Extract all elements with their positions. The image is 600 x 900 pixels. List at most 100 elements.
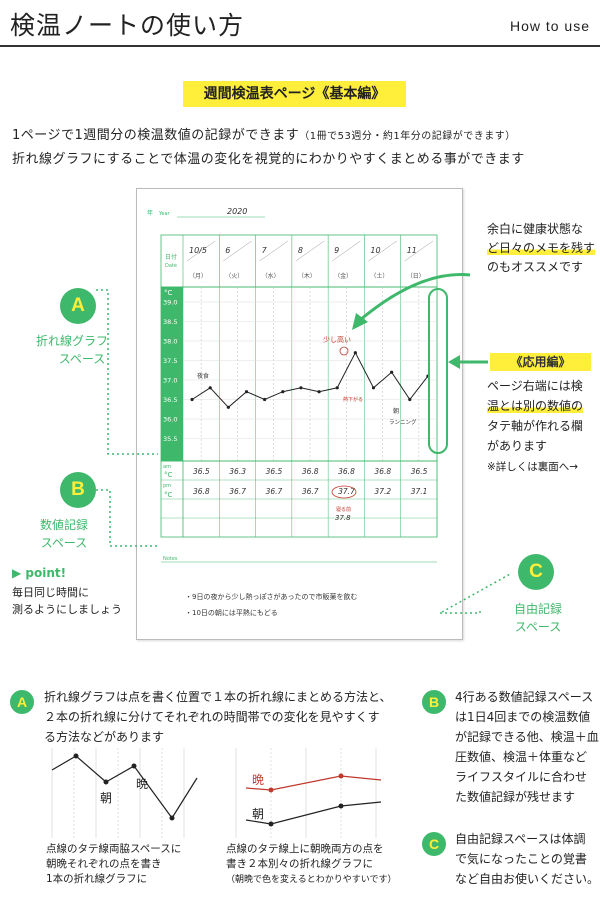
label-c-line-1: 自由記録	[514, 602, 563, 616]
ouyo-callout: ページ右端には検 温とは別の数値の タテ軸が作れる欄 があります	[487, 376, 584, 456]
date-cell: 6	[225, 246, 230, 255]
bottom-b-line-4: 圧数値、検温＋体重など	[455, 750, 588, 764]
value-circle	[331, 485, 357, 499]
weekday-cell: （木）	[298, 272, 316, 280]
bottom-b-line-1: 4行ある数値記録スペース	[455, 690, 594, 704]
ouyo-line-3: タテ軸が作れる欄	[487, 419, 584, 433]
caption-1-line-3: 1本の折れ線グラフに	[46, 873, 148, 885]
memo-line-2-text: ど日々のメモを残す	[487, 241, 596, 255]
ouyo-line-2: 温とは別の数値の	[487, 396, 584, 416]
date-cell: 10/5	[189, 246, 207, 255]
am-celsius: °C	[164, 471, 173, 479]
sheet-note-2: ・10日の朝には平熱にもどる	[185, 608, 278, 617]
pm-label: pm	[163, 483, 171, 489]
weekday-cell: （日）	[407, 273, 425, 280]
date-label: 日付	[165, 253, 177, 261]
note-netsu-sagaru: 熱下がる	[343, 396, 363, 403]
label-c-circle: C	[518, 554, 554, 590]
pm-value: 36.8	[193, 487, 210, 496]
pm-value: 37.2	[374, 487, 391, 496]
am-value: 36.5	[411, 467, 428, 476]
axis-tick-label: 35.5	[163, 435, 177, 443]
memo-line-2: ど日々のメモを残す	[487, 239, 596, 258]
weekday-cell: （金）	[334, 272, 352, 280]
memo-callout: 余白に健康状態な ど日々のメモを残す のもオススメです	[487, 220, 596, 277]
fig2-asa: 朝	[252, 807, 264, 821]
ouyo-tag: 《応用編》	[490, 353, 591, 371]
fig1-asa: 朝	[100, 791, 112, 805]
header-rule	[0, 45, 600, 47]
am-label: am	[163, 464, 171, 470]
am-value: 36.8	[302, 467, 319, 476]
year-label: 年	[147, 209, 153, 217]
notes-label: Notes	[163, 556, 178, 562]
notebook-sheet: 年 Year 2020 日付 Date 10/5 （月） 6 （火） 7 （水） 8 （木） 9…	[136, 188, 463, 640]
am-value: 36.3	[229, 467, 246, 476]
date-cell: 9	[334, 246, 339, 255]
b-connector	[96, 489, 158, 547]
ouyo-line-1: ページ右端には検	[487, 379, 583, 393]
applied-column-highlight	[428, 288, 448, 454]
bottom-c-line-1: 自由記録スペースは体調	[455, 832, 586, 846]
section-tag: 週間検温表ページ《基本編》	[183, 81, 406, 107]
label-c-line-2: スペース	[514, 620, 562, 634]
bottom-c-text: 自由記録スペースは体調 で気になったことの覚書 など自由お使いください。	[455, 829, 600, 889]
label-b-text: 数値記録 スペース	[40, 516, 88, 552]
memo-arrow	[359, 273, 471, 322]
extra-note: 寝る前	[336, 506, 351, 513]
bottom-c-line-2: で気になったことの覚書	[455, 852, 587, 866]
fig2-ban: 晩	[252, 773, 264, 787]
bottom-a-circle: A	[10, 690, 34, 714]
fig1-ban: 晩	[136, 777, 148, 791]
temperature-point	[390, 370, 394, 374]
caption-2-line-1: 点線のタテ線上に朝晩両方の点を	[226, 843, 384, 855]
temperature-point	[335, 386, 339, 390]
bottom-c-line-3: など自由お使いください。	[455, 872, 600, 886]
bottom-b-text: 4行ある数値記録スペース は1日4回までの検温数値 が記録できる他、検温＋血 圧…	[455, 687, 600, 807]
pm-value: 36.7	[266, 487, 283, 496]
intro-line-1-note: （1冊で53週分・約1年分の記録ができます）	[299, 131, 516, 142]
point-title: ▶ point!	[12, 566, 67, 580]
label-b-line-2: スペース	[40, 536, 88, 550]
am-value: 36.8	[338, 467, 355, 476]
bottom-b-line-5: ライフスタイルに合わせ	[455, 770, 588, 784]
date-slash	[259, 240, 289, 262]
extra-value: 37.8	[335, 514, 351, 522]
am-value: 36.5	[193, 467, 210, 476]
page-subtitle: How to use	[509, 18, 590, 34]
pm-value: 36.7	[229, 487, 246, 496]
temperature-point	[371, 386, 376, 390]
note-yashoku: 夜食	[197, 372, 209, 380]
date-slash	[295, 240, 325, 262]
note-sukoshi-takai: 少し高い	[323, 335, 351, 344]
axis-tick-label: 38.5	[163, 318, 177, 326]
bottom-b-line-2: は1日4回までの検温数値	[455, 710, 591, 724]
bottom-b-line-3: が記録できる他、検温＋血	[455, 730, 599, 744]
c-connector	[440, 610, 481, 614]
caption-2-note: （朝晩で色を変えるとわかりやすいです）	[226, 872, 396, 888]
memo-line-1: 余白に健康状態な	[487, 222, 584, 236]
am-value: 36.5	[266, 467, 283, 476]
pm-value: 37.7	[338, 487, 355, 496]
point-text: 毎日同じ時間に 測るようにしましょう	[12, 584, 122, 618]
axis-tick-label: 36.5	[163, 396, 177, 404]
c-connector-2	[441, 572, 513, 613]
axis-tick-label: 37.0	[163, 377, 177, 385]
pm-value: 36.7	[302, 487, 319, 496]
weekday-cell: （水）	[262, 272, 280, 280]
page-title: 検温ノートの使い方	[10, 11, 245, 40]
caption-2-line-2: 書き２本別々の折れ線グラフに	[226, 858, 373, 870]
temperature-point	[281, 390, 285, 394]
bottom-a-line-2: ２本の折れ線に分けてそれぞれの時間帯での変化を見やすくす	[44, 710, 380, 724]
temperature-point	[317, 390, 321, 394]
temperature-point	[244, 390, 249, 394]
bottom-b-line-6: た数値記録が残せます	[455, 790, 576, 804]
axis-tick-label: 39.0	[163, 299, 177, 307]
date-cell: 10	[370, 246, 380, 255]
intro-line-2: 折れ線グラフにすることで体温の変化を視覚的にわかりやすくまとめる事ができます	[12, 152, 525, 167]
date-slash	[223, 240, 252, 262]
intro-line-1-text: 1ページで1週間分の検温数値の記録ができます	[12, 128, 300, 143]
ouyo-line-4: があります	[487, 439, 548, 453]
bottom-c-circle: C	[422, 832, 446, 856]
date-slash	[404, 240, 434, 262]
